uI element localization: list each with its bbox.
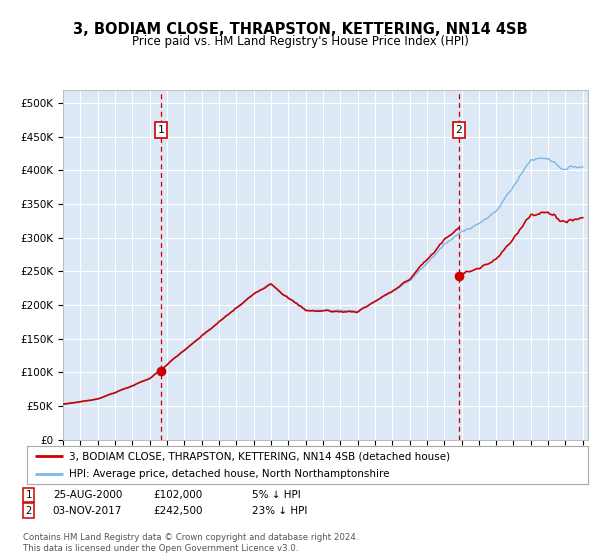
Text: 1: 1 bbox=[26, 490, 32, 500]
Text: £102,000: £102,000 bbox=[153, 490, 202, 500]
Text: Price paid vs. HM Land Registry's House Price Index (HPI): Price paid vs. HM Land Registry's House … bbox=[131, 35, 469, 48]
Text: 2: 2 bbox=[455, 125, 462, 135]
Text: 1: 1 bbox=[158, 125, 164, 135]
Text: 03-NOV-2017: 03-NOV-2017 bbox=[53, 506, 122, 516]
Text: 25-AUG-2000: 25-AUG-2000 bbox=[53, 490, 122, 500]
Text: £242,500: £242,500 bbox=[153, 506, 203, 516]
Text: 3, BODIAM CLOSE, THRAPSTON, KETTERING, NN14 4SB (detached house): 3, BODIAM CLOSE, THRAPSTON, KETTERING, N… bbox=[69, 451, 450, 461]
Text: 3, BODIAM CLOSE, THRAPSTON, KETTERING, NN14 4SB: 3, BODIAM CLOSE, THRAPSTON, KETTERING, N… bbox=[73, 22, 527, 38]
Text: 23% ↓ HPI: 23% ↓ HPI bbox=[252, 506, 307, 516]
Text: HPI: Average price, detached house, North Northamptonshire: HPI: Average price, detached house, Nort… bbox=[69, 469, 389, 479]
Text: 2: 2 bbox=[26, 506, 32, 516]
Text: Contains HM Land Registry data © Crown copyright and database right 2024.: Contains HM Land Registry data © Crown c… bbox=[23, 533, 358, 542]
Text: 5% ↓ HPI: 5% ↓ HPI bbox=[252, 490, 301, 500]
Text: This data is licensed under the Open Government Licence v3.0.: This data is licensed under the Open Gov… bbox=[23, 544, 298, 553]
